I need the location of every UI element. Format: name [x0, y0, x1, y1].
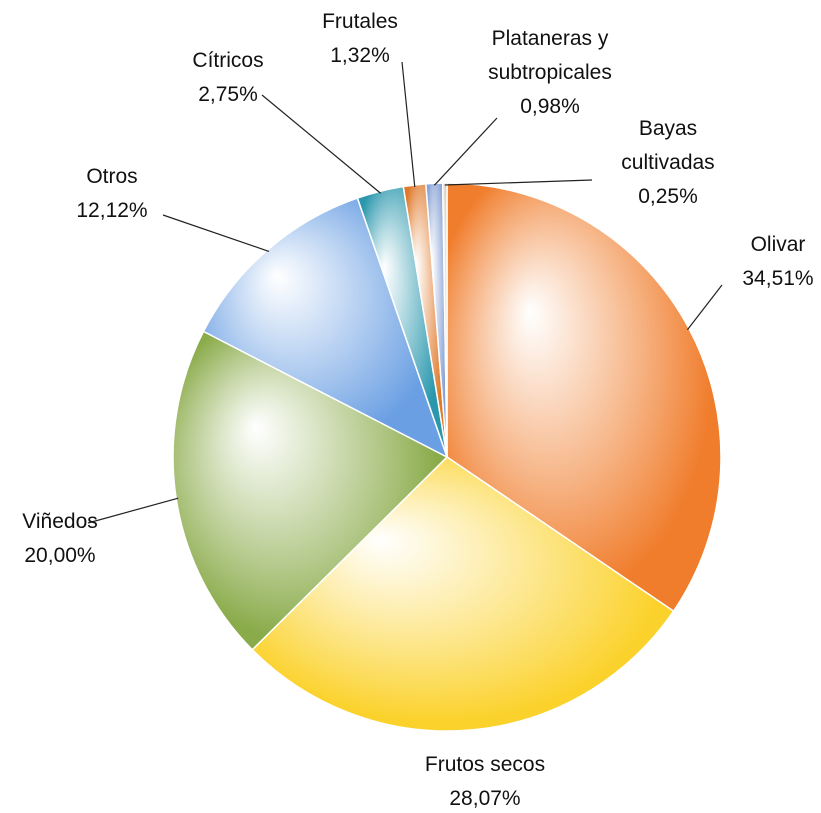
data-label: Cítricos 2,75%: [173, 44, 283, 112]
category-label: Bayas cultivadas: [621, 117, 715, 174]
value-label: 0,98%: [520, 95, 580, 118]
leader-line: [162, 214, 270, 252]
data-label: Frutales 1,32%: [305, 5, 415, 73]
leader-line: [444, 179, 593, 186]
data-label: Plataneras y subtropicales 0,98%: [463, 22, 638, 124]
category-label: Frutos secos: [424, 753, 546, 776]
value-label: 28,07%: [449, 787, 521, 810]
value-label: 2,75%: [198, 83, 258, 106]
value-label: 0,25%: [638, 185, 698, 208]
data-label: Olivar 34,51%: [723, 228, 821, 296]
pie-slice: [446, 182, 722, 613]
category-label: Cítricos: [192, 49, 264, 72]
data-label: Bayas cultivadas 0,25%: [608, 112, 728, 214]
pie-slice: [202, 197, 449, 459]
leader-line: [433, 117, 498, 186]
value-label: 1,32%: [330, 44, 390, 67]
value-label: 20,00%: [24, 544, 96, 567]
value-label: 34,51%: [742, 267, 814, 290]
leader-line: [401, 61, 416, 187]
category-label: Frutales: [322, 10, 398, 33]
category-label: Otros: [86, 165, 138, 188]
data-label: Viñedos 20,00%: [5, 505, 115, 573]
category-label: Viñedos: [22, 510, 98, 533]
category-label: Plataneras y subtropicales: [488, 27, 612, 84]
data-label: Frutos secos 28,07%: [385, 748, 585, 813]
leader-line: [686, 284, 723, 331]
data-label: Otros 12,12%: [57, 160, 167, 228]
leader-line: [87, 497, 179, 524]
leader-line: [261, 94, 381, 194]
category-label: Olivar: [750, 233, 806, 256]
pie-slice: [251, 456, 675, 732]
pie-slice: [441, 182, 448, 458]
value-label: 12,12%: [76, 199, 148, 222]
